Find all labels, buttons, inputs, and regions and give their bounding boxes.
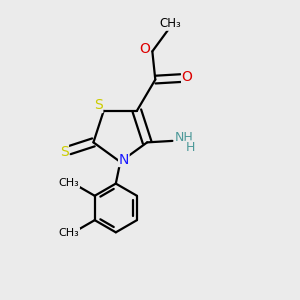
Text: CH₃: CH₃ [59, 178, 80, 188]
Text: N: N [119, 152, 129, 167]
Text: H: H [186, 141, 196, 154]
Text: CH₃: CH₃ [59, 228, 80, 238]
Text: CH₃: CH₃ [159, 17, 181, 30]
Text: S: S [94, 98, 103, 112]
Text: O: O [182, 70, 193, 84]
Text: NH: NH [175, 131, 194, 144]
Text: O: O [140, 42, 150, 56]
Text: S: S [60, 145, 68, 159]
